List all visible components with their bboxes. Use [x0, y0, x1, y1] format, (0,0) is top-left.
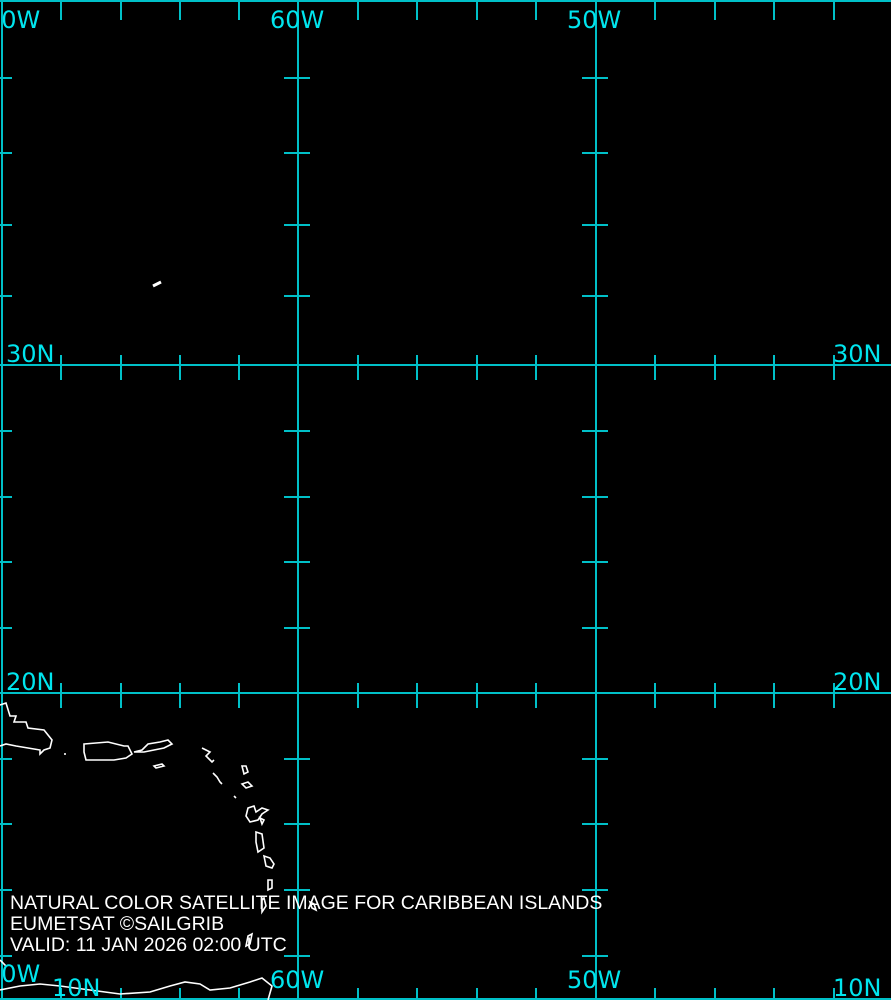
lat-label-30n-left: 30N	[6, 340, 55, 368]
puerto-rico-coast	[83, 741, 134, 761]
caption-title: NATURAL COLOR SATELLITE IMAGE FOR CARIBB…	[10, 892, 603, 914]
island	[258, 816, 266, 827]
lat-label-20n-right: 20N	[833, 668, 882, 696]
island	[240, 781, 254, 789]
caption-valid-time: VALID: 11 JAN 2026 02:00 UTC	[10, 934, 287, 956]
lon-label-60w-bottom: 60W	[270, 966, 325, 994]
lat-label-30n-right: 30N	[833, 340, 882, 368]
lat-label-20n-left: 20N	[6, 668, 55, 696]
lat-label-10n-right: 10N	[833, 974, 882, 1000]
barbados	[308, 900, 318, 912]
dominica	[255, 830, 265, 854]
lon-label-70w-bottom: 70W	[0, 960, 41, 988]
grenada	[244, 932, 254, 948]
martinique	[262, 854, 275, 869]
island	[233, 795, 237, 799]
lat-label-10n-left: 10N	[52, 974, 101, 1000]
lon-label-50w-top: 50W	[567, 6, 622, 34]
hispaniola-coast	[0, 701, 53, 756]
st-lucia	[267, 879, 273, 892]
coastlines	[0, 280, 318, 1000]
island	[0, 959, 7, 971]
island	[212, 772, 223, 785]
virgin-islands	[133, 739, 174, 753]
lon-label-60w-top: 60W	[270, 6, 325, 34]
anguilla-islands	[201, 747, 215, 764]
bermuda-island	[152, 280, 162, 288]
island	[240, 765, 249, 776]
caption-credit: EUMETSAT ©SAILGRIB	[10, 913, 225, 935]
south-america-coast	[0, 977, 273, 1000]
st-vincent	[261, 896, 267, 915]
guadeloupe	[245, 804, 270, 823]
island	[152, 763, 166, 769]
lon-label-70w-top: 70W	[0, 6, 41, 34]
lon-label-50w-bottom: 50W	[567, 966, 622, 994]
